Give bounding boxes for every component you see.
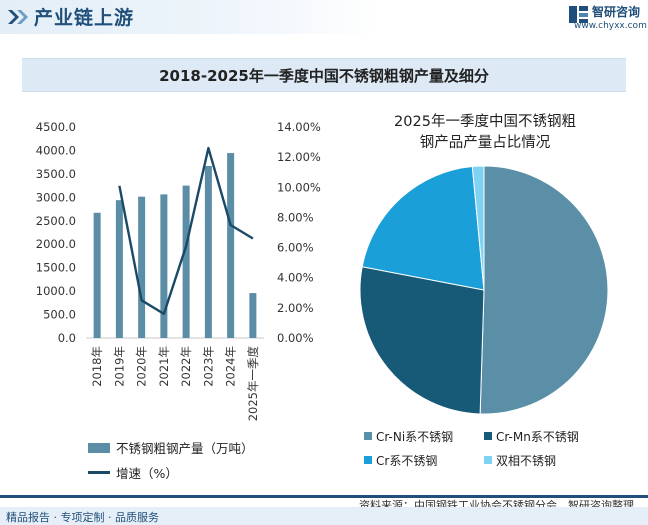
chart-title-band: 2018-2025年一季度中国不锈钢粗钢产量及细分 — [22, 58, 626, 92]
double-chevron-icon — [8, 10, 28, 24]
pie-legend-entry: Cr系不锈钢 — [364, 452, 437, 469]
combo-chart: 4500.0 4000.0 3500.0 3000.0 2500.0 2000.0 1500… — [36, 120, 321, 422]
y2-tick-label: 4.00% — [277, 271, 314, 285]
x-tick-label: 2019年 — [112, 346, 126, 387]
y-tick-label: 3500.0 — [36, 167, 76, 181]
legend-line-label: 增速（%） — [116, 466, 178, 481]
pie-legend-swatch — [484, 432, 492, 440]
pie-legend-label: Cr-Ni系不锈钢 — [376, 430, 454, 444]
pie-slice — [359, 266, 485, 415]
y-tick-label: 2500.0 — [36, 214, 76, 228]
y2-tick-label: 2.00% — [277, 301, 314, 315]
bar — [115, 200, 123, 338]
pie-chart — [359, 165, 609, 415]
bar — [227, 153, 235, 338]
y-tick-label: 0.0 — [58, 331, 76, 345]
header-band — [0, 0, 380, 34]
x-tick-label: 2025年一季度 — [246, 346, 260, 422]
pie-legend-swatch — [364, 456, 372, 464]
legend-line-entry: 增速（%） — [88, 463, 178, 482]
pie-slice — [361, 166, 485, 291]
y2-tick-label: 14.00% — [277, 120, 321, 134]
x-tick-label: 2021年 — [157, 346, 171, 387]
y2-tick-label: 10.00% — [277, 180, 321, 194]
pie-legend-entry: Cr-Ni系不锈钢 — [364, 428, 453, 445]
x-tick-label: 2018年 — [90, 346, 104, 387]
bar — [249, 293, 257, 338]
y-tick-label: 2000.0 — [36, 237, 76, 251]
pie-legend-label: Cr系不锈钢 — [376, 454, 438, 468]
y-tick-label: 3000.0 — [36, 190, 76, 204]
legend-line-swatch — [88, 471, 110, 474]
pie-title: 2025年一季度中国不锈钢粗 钢产品产量占比情况 — [350, 112, 620, 154]
y-tick-label: 500.0 — [43, 308, 76, 322]
pie-title-line-1: 2025年一季度中国不锈钢粗 — [394, 114, 576, 130]
brand-url[interactable]: www.chyxx.com — [574, 21, 647, 31]
y2-tick-label: 12.00% — [277, 150, 321, 164]
header: 产业链上游 智研咨询 www.chyxx.com — [0, 0, 648, 34]
x-tick-label: 2024年 — [224, 346, 238, 387]
brand-logo-icon — [569, 6, 588, 23]
pie-legend-swatch — [364, 432, 372, 440]
y2-tick-label: 0.00% — [277, 331, 314, 345]
pie-title-line-2: 钢产品产量占比情况 — [419, 135, 551, 151]
x-tick-label: 2022年 — [179, 346, 193, 387]
pie-legend-swatch — [484, 456, 492, 464]
legend-bar-label: 不锈钢粗钢产量（万吨） — [116, 441, 254, 456]
y2-tick-label: 6.00% — [277, 241, 314, 255]
chart-title: 2018-2025年一季度中国不锈钢粗钢产量及细分 — [159, 67, 489, 85]
y-tick-label: 4000.0 — [36, 143, 76, 157]
x-tick-label: 2023年 — [201, 346, 215, 387]
section-title: 产业链上游 — [34, 7, 135, 29]
bar — [204, 166, 212, 338]
pie-slice — [479, 165, 609, 415]
y-tick-label: 1500.0 — [36, 261, 76, 275]
x-tick-label: 2020年 — [135, 346, 149, 387]
growth-line — [118, 146, 254, 316]
pie-legend-label: 双相不锈钢 — [496, 454, 557, 468]
pie-legend-entry: Cr-Mn系不锈钢 — [484, 428, 579, 445]
service-slogan: 精品报告 · 专项定制 · 品质服务 — [6, 511, 159, 524]
legend-bar-swatch — [88, 443, 110, 453]
footer-band: 精品报告 · 专项定制 · 品质服务 — [0, 507, 648, 525]
pie-slice — [471, 165, 485, 291]
bar — [182, 185, 190, 338]
y-tick-label: 1000.0 — [36, 284, 76, 298]
y-tick-label: 4500.0 — [36, 120, 76, 134]
bar — [160, 194, 168, 338]
brand-name: 智研咨询 — [592, 5, 641, 19]
pie-legend-entry: 双相不锈钢 — [484, 452, 556, 469]
footer-rule — [0, 495, 648, 498]
y2-tick-label: 8.00% — [277, 210, 314, 224]
legend-bar-entry: 不锈钢粗钢产量（万吨） — [88, 438, 254, 457]
bar — [138, 196, 146, 338]
pie-legend-label: Cr-Mn系不锈钢 — [496, 430, 579, 444]
footer: 资料来源：中国钢铁工业协会不锈钢分会、智研咨询整理 精品报告 · 专项定制 · … — [0, 495, 648, 525]
bar — [93, 212, 101, 338]
